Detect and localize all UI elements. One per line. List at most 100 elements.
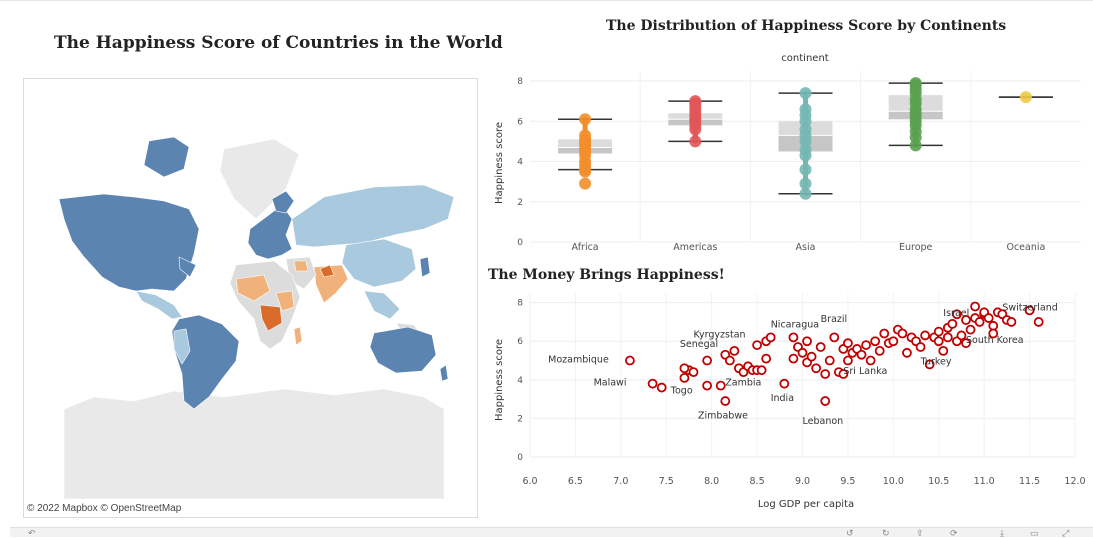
south-asia[interactable] (313, 264, 349, 304)
box-x-tick-label: Europe (899, 242, 933, 253)
redo-icon[interactable]: ↻ (882, 528, 890, 538)
scatter-point (829, 332, 840, 343)
scatter-annotation: Sri Lanka (843, 366, 887, 377)
share-icon[interactable]: ⇪ (916, 528, 924, 538)
scatter-point (788, 353, 799, 364)
refresh-icon[interactable]: ⟳ (950, 528, 958, 538)
scatter-y-tick-label: 0 (517, 453, 523, 463)
box-y-ticks: 0 2 4 6 8 (517, 77, 523, 248)
scatter-annotations: Switzerland Israel South Korea Turkey Sri La… (548, 302, 1058, 427)
scatter-y-tick-label: 2 (517, 414, 523, 424)
box-data-point (799, 87, 812, 100)
box-chart-header: continent (781, 53, 828, 64)
scatter-x-tick-label: 8.5 (750, 476, 765, 487)
scatter-point (806, 351, 817, 362)
scatter-point (879, 328, 890, 339)
scatter-point (1006, 317, 1017, 327)
scatter-point (961, 338, 971, 349)
scatter-point (947, 318, 958, 329)
australia[interactable] (369, 326, 449, 382)
toolbar: ↶ ↺ ↻ ⇪ ⟳ ⤓ ▭ ⤢ (10, 527, 1093, 538)
scatter-x-ticks: 6.0 6.5 7.0 7.5 8.0 8.5 9.0 9.5 10.0 10.5 11.0 11.5… (522, 476, 1085, 487)
scatter-point (974, 317, 985, 327)
scatter-y-tick-label: 8 (517, 299, 523, 309)
africa[interactable] (229, 260, 301, 350)
scatter-x-tick-label: 8.0 (704, 476, 719, 487)
undo-icon[interactable]: ↶ (28, 528, 36, 538)
scatter-point (920, 330, 931, 341)
scatter-point (679, 372, 690, 383)
scatter-annotation: Nicaragua (771, 320, 819, 331)
box-y-axis-label: Happiness score (494, 122, 505, 204)
scatter-point (970, 301, 980, 312)
scatter-x-tick-label: 12.0 (1064, 476, 1085, 487)
revert-icon[interactable]: ↺ (846, 528, 854, 538)
scatter-annotation: Lebanon (803, 416, 844, 427)
south-america[interactable] (171, 314, 240, 410)
scatter-point (1024, 305, 1035, 316)
scatter-point (870, 336, 881, 347)
scatter-annotation: Turkey (920, 356, 952, 367)
scatter-point (729, 345, 740, 356)
box-data-point (799, 187, 812, 200)
scatter-annotation: Togo (670, 385, 693, 396)
world-map-panel[interactable]: © 2022 Mapbox © OpenStreetMap (23, 78, 478, 518)
scatter-point (765, 332, 776, 343)
scatter-point (838, 369, 849, 379)
scatter-point (902, 347, 912, 358)
scatter-point (965, 324, 976, 335)
scatter-point (956, 330, 967, 341)
scatter-point (924, 359, 935, 370)
comment-icon[interactable]: ▭ (1030, 528, 1039, 538)
central-america[interactable] (135, 290, 183, 320)
map-attribution[interactable]: © 2022 Mapbox © OpenStreetMap (27, 503, 182, 514)
world-map[interactable] (24, 79, 477, 517)
scatter-point (724, 355, 735, 366)
scatter-point (938, 345, 949, 356)
scatter-point (915, 342, 926, 352)
scatter-point (820, 396, 831, 406)
scatter-plot[interactable]: Happiness score Log GDP per capita 0 2 4 6 8… (485, 285, 1085, 515)
scatter-point (874, 345, 885, 356)
north-america[interactable] (58, 136, 200, 292)
scatter-x-tick-label: 7.0 (613, 476, 628, 487)
scatter-annotation: Zambia (725, 378, 761, 389)
scatter-point (1033, 317, 1044, 327)
scatter-point (942, 332, 953, 343)
scatter-point (702, 355, 713, 366)
russia-central-asia[interactable] (291, 184, 455, 248)
scatter-point (824, 355, 835, 366)
scatter-point (815, 342, 826, 352)
scatter-point (720, 396, 731, 406)
scatter-point (933, 336, 944, 347)
scatter-point (843, 338, 853, 349)
box-data-point (579, 129, 592, 142)
scatter-annotation: Senegal (680, 339, 718, 350)
scatter-x-tick-label: 9.0 (795, 476, 810, 487)
scatter-y-tick-label: 6 (517, 337, 523, 347)
scatter-chart-title: The Money Brings Happiness! (488, 267, 725, 283)
scatter-x-tick-label: 6.5 (568, 476, 583, 487)
scatter-point (779, 378, 790, 389)
fullscreen-icon[interactable]: ⤢ (1062, 528, 1070, 538)
scatter-y-axis-label: Happiness score (494, 339, 505, 421)
scatter-points[interactable] (625, 301, 1044, 406)
box-data-point (689, 135, 702, 148)
scatter-point (988, 328, 999, 339)
box-y-tick-label: 8 (517, 77, 523, 87)
europe[interactable] (247, 190, 295, 260)
scatter-point (679, 363, 690, 374)
east-asia[interactable] (341, 238, 431, 288)
box-data-point (799, 163, 812, 176)
box-marks[interactable] (558, 77, 1053, 200)
scatter-point (688, 367, 699, 378)
scatter-point (761, 353, 772, 364)
box-data-point (799, 177, 812, 190)
box-y-tick-label: 0 (517, 238, 523, 248)
box-plot[interactable]: continent Happiness score 0 2 4 6 8 Africa Am… (485, 45, 1085, 260)
scatter-y-ticks: 0 2 4 6 8 (517, 299, 523, 463)
download-icon[interactable]: ⤓ (1000, 528, 1004, 538)
scatter-point (811, 363, 822, 374)
box-y-tick-label: 4 (517, 158, 523, 168)
box-data-point (689, 95, 702, 108)
